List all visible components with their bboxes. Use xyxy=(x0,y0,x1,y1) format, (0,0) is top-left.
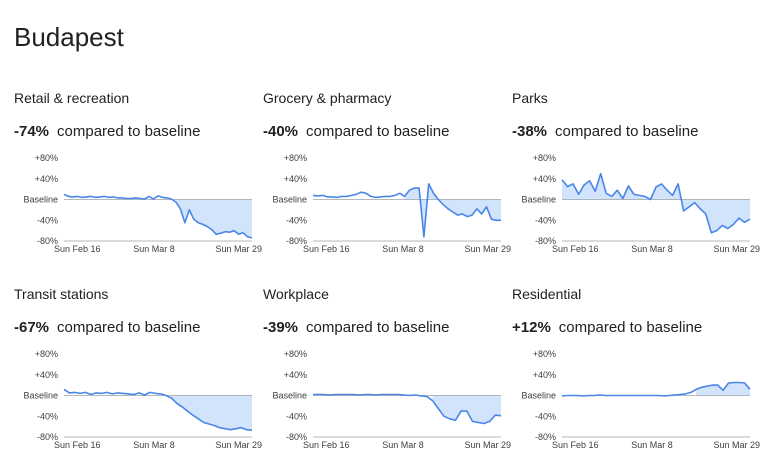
chart-title: Transit stations xyxy=(14,286,109,302)
x-tick-label: Sun Mar 29 xyxy=(713,440,760,450)
chart-panel-grocery: Grocery & pharmacy -40% compared to basel… xyxy=(263,90,511,275)
x-tick-label: Sun Mar 8 xyxy=(133,440,175,450)
y-tick-label: Baseline xyxy=(23,195,58,205)
y-tick-label: -40% xyxy=(286,411,307,421)
deviation-area xyxy=(404,183,501,237)
x-tick-label: Sun Feb 16 xyxy=(54,244,101,254)
x-tick-label: Sun Mar 8 xyxy=(631,440,673,450)
x-tick-label: Sun Mar 8 xyxy=(631,244,673,254)
change-label: compared to baseline xyxy=(558,319,703,336)
y-tick-label: -80% xyxy=(535,236,556,246)
series-line xyxy=(63,193,253,239)
series-line xyxy=(561,381,751,397)
y-tick-label: Baseline xyxy=(23,391,58,401)
x-tick-label: Sun Mar 29 xyxy=(215,244,262,254)
chart-title: Grocery & pharmacy xyxy=(263,90,392,106)
y-tick-label: -80% xyxy=(286,432,307,442)
y-tick-label: +80% xyxy=(533,153,556,163)
mobility-chart: +80% +40% Baseline -40% -80%Sun Feb 16 Sun Ma… xyxy=(521,349,760,450)
change-summary: -40% compared to baseline xyxy=(263,123,449,140)
x-tick-label: Sun Mar 29 xyxy=(713,244,760,254)
chart-title: Retail & recreation xyxy=(14,90,130,106)
change-value: +12% xyxy=(512,319,551,336)
change-summary: -38% compared to baseline xyxy=(512,123,698,140)
x-tick-label: Sun Mar 8 xyxy=(133,244,175,254)
page-title: Budapest xyxy=(14,22,124,52)
change-label: compared to baseline xyxy=(306,319,450,336)
change-value: -67% xyxy=(14,319,50,336)
change-label: compared to baseline xyxy=(555,123,699,140)
x-tick-label: Sun Feb 16 xyxy=(54,440,101,450)
series-line xyxy=(63,388,253,432)
change-value: -38% xyxy=(512,123,548,140)
change-value: -40% xyxy=(263,123,299,140)
y-tick-label: -40% xyxy=(37,215,58,225)
chart-panel-residential: Residential +12% compared to baseline +80… xyxy=(512,286,760,471)
y-tick-label: Baseline xyxy=(521,195,556,205)
x-tick-label: Sun Mar 29 xyxy=(464,244,511,254)
change-summary: -67% compared to baseline xyxy=(14,319,200,336)
y-tick-label: +40% xyxy=(35,370,58,380)
x-tick-label: Sun Feb 16 xyxy=(303,244,350,254)
chart-panel-workplace: Workplace -39% compared to baseline +80% +… xyxy=(263,286,511,471)
mobility-chart: +80% +40% Baseline -40% -80%Sun Feb 16 Sun Ma… xyxy=(521,153,760,254)
y-tick-label: +40% xyxy=(533,370,556,380)
chart-panel-parks: Parks -38% compared to baseline +80% +40% B… xyxy=(512,90,760,275)
change-value: -39% xyxy=(263,319,299,336)
chart-title: Residential xyxy=(512,286,582,302)
deviation-area xyxy=(562,173,750,233)
change-label: compared to baseline xyxy=(57,319,201,336)
series-line xyxy=(561,172,751,234)
x-tick-label: Sun Mar 29 xyxy=(464,440,511,450)
y-tick-label: Baseline xyxy=(521,391,556,401)
y-tick-label: +40% xyxy=(533,174,556,184)
y-tick-label: +40% xyxy=(284,370,307,380)
deviation-area xyxy=(171,395,252,431)
change-summary: +12% compared to baseline xyxy=(512,319,702,336)
y-tick-label: -80% xyxy=(535,432,556,442)
chart-panel-retail: Retail & recreation -74% compared to base… xyxy=(14,90,262,275)
chart-title: Workplace xyxy=(263,286,329,302)
y-tick-label: +40% xyxy=(35,174,58,184)
chart-title: Parks xyxy=(512,90,548,106)
y-tick-label: -80% xyxy=(37,432,58,442)
x-tick-label: Sun Mar 29 xyxy=(215,440,262,450)
series-line xyxy=(312,183,501,238)
mobility-chart: +80% +40% Baseline -40% -80%Sun Feb 16 Sun Ma… xyxy=(272,349,511,450)
y-tick-label: +40% xyxy=(284,174,307,184)
x-tick-label: Sun Feb 16 xyxy=(552,244,599,254)
y-tick-label: -80% xyxy=(37,236,58,246)
change-summary: -74% compared to baseline xyxy=(14,123,200,140)
y-tick-label: Baseline xyxy=(272,391,307,401)
y-tick-label: +80% xyxy=(533,349,556,359)
y-tick-label: +80% xyxy=(35,349,58,359)
y-tick-label: -80% xyxy=(286,236,307,246)
change-value: -74% xyxy=(14,123,50,140)
change-label: compared to baseline xyxy=(57,123,201,140)
y-tick-label: -40% xyxy=(535,411,556,421)
y-tick-label: +80% xyxy=(284,153,307,163)
series-line xyxy=(313,393,502,425)
y-tick-label: +80% xyxy=(35,153,58,163)
x-tick-label: Sun Mar 8 xyxy=(382,244,424,254)
y-tick-label: -40% xyxy=(286,215,307,225)
x-tick-label: Sun Feb 16 xyxy=(552,440,599,450)
y-tick-label: -40% xyxy=(37,411,58,421)
mobility-chart: +80% +40% Baseline -40% -80%Sun Feb 16 Sun Ma… xyxy=(23,349,262,450)
mobility-chart: +80% +40% Baseline -40% -80%Sun Feb 16 Sun Ma… xyxy=(23,153,262,254)
y-tick-label: +80% xyxy=(284,349,307,359)
deviation-area xyxy=(432,395,501,424)
mobility-chart: +80% +40% Baseline -40% -80%Sun Feb 16 Sun Ma… xyxy=(272,153,511,254)
x-tick-label: Sun Feb 16 xyxy=(303,440,350,450)
deviation-area xyxy=(175,199,252,238)
change-summary: -39% compared to baseline xyxy=(263,319,449,336)
y-tick-label: Baseline xyxy=(272,195,307,205)
change-label: compared to baseline xyxy=(306,123,450,140)
y-tick-label: -40% xyxy=(535,215,556,225)
x-tick-label: Sun Mar 8 xyxy=(382,440,424,450)
chart-panel-transit: Transit stations -67% compared to baselin… xyxy=(14,286,262,471)
